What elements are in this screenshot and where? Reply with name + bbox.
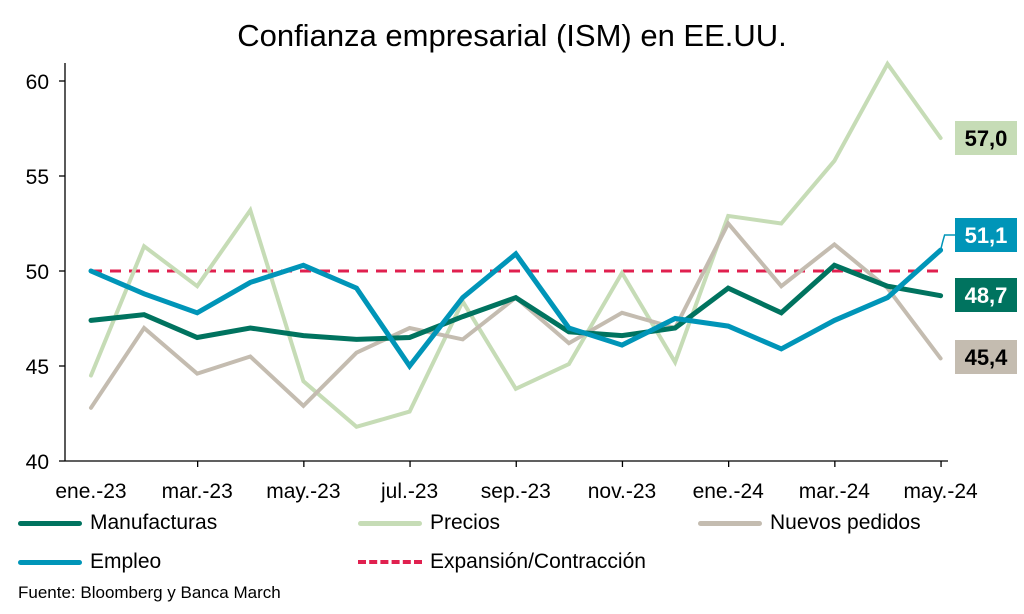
legend-label: Empleo	[90, 550, 162, 573]
series-line-precios	[89, 60, 943, 430]
legend-label: Expansión/Contracción	[430, 550, 646, 573]
legend-swatch-expansion-contraccion	[358, 560, 422, 564]
end-label-precios: 57,0	[955, 121, 1017, 155]
end-label-value: 48,7	[965, 283, 1008, 308]
x-tick-label: mar.-23	[162, 480, 233, 503]
end-label-box	[955, 340, 1017, 374]
y-tick-label: 45	[26, 356, 49, 379]
legend-item-empleo: Empleo	[18, 550, 161, 574]
end-label-value: 45,4	[965, 345, 1009, 370]
legend-label: Manufacturas	[90, 511, 218, 534]
x-tick-label: ene.-24	[693, 480, 765, 503]
chart-title: Confianza empresarial (ISM) en EE.UU.	[237, 18, 787, 53]
y-tick-label: 60	[26, 71, 49, 94]
end-label-nuevos-pedidos: 45,4	[955, 340, 1017, 374]
legend-item-expansion-contraccion: Expansión/Contracción	[358, 550, 646, 574]
series-line-empleo	[88, 247, 944, 371]
end-label-box	[955, 218, 1017, 252]
x-tick-label: mar.-24	[799, 480, 871, 503]
legend-swatch-manufacturas	[18, 520, 82, 526]
y-tick-label: 50	[26, 261, 49, 284]
y-tick-label: 40	[26, 451, 49, 474]
x-tick-label: may.-23	[266, 480, 340, 503]
legend-item-precios: Precios	[358, 511, 500, 535]
x-tick-label: ene.-23	[55, 480, 126, 503]
legend-swatch-empleo	[18, 559, 82, 565]
x-tick-label: sep.-23	[481, 480, 551, 503]
series-line-manufacturas	[88, 262, 944, 342]
legend-swatch-precios	[358, 520, 422, 526]
end-label-leader	[939, 234, 955, 251]
x-tick-label: nov.-23	[588, 480, 657, 503]
end-label-box	[955, 121, 1017, 155]
x-tick-label: may.-24	[903, 480, 978, 503]
end-label-empleo: 51,1	[939, 218, 1017, 252]
x-tick-label: jul.-23	[380, 480, 438, 503]
end-label-box	[955, 278, 1017, 312]
legend-item-nuevos-pedidos: Nuevos pedidos	[698, 511, 921, 535]
legend-label: Precios	[430, 511, 501, 534]
legend-label: Nuevos pedidos	[770, 511, 921, 534]
end-label-value: 57,0	[965, 126, 1008, 151]
source-note: Fuente: Bloomberg y Banca March	[18, 583, 281, 602]
legend-item-manufacturas: Manufacturas	[18, 511, 217, 535]
legend-swatch-nuevos-pedidos	[698, 520, 762, 526]
end-label-manufacturas: 48,7	[955, 278, 1017, 312]
y-tick-label: 55	[26, 166, 49, 189]
end-label-value: 51,1	[965, 223, 1008, 248]
